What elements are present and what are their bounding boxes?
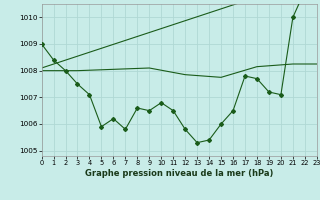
X-axis label: Graphe pression niveau de la mer (hPa): Graphe pression niveau de la mer (hPa) — [85, 169, 273, 178]
